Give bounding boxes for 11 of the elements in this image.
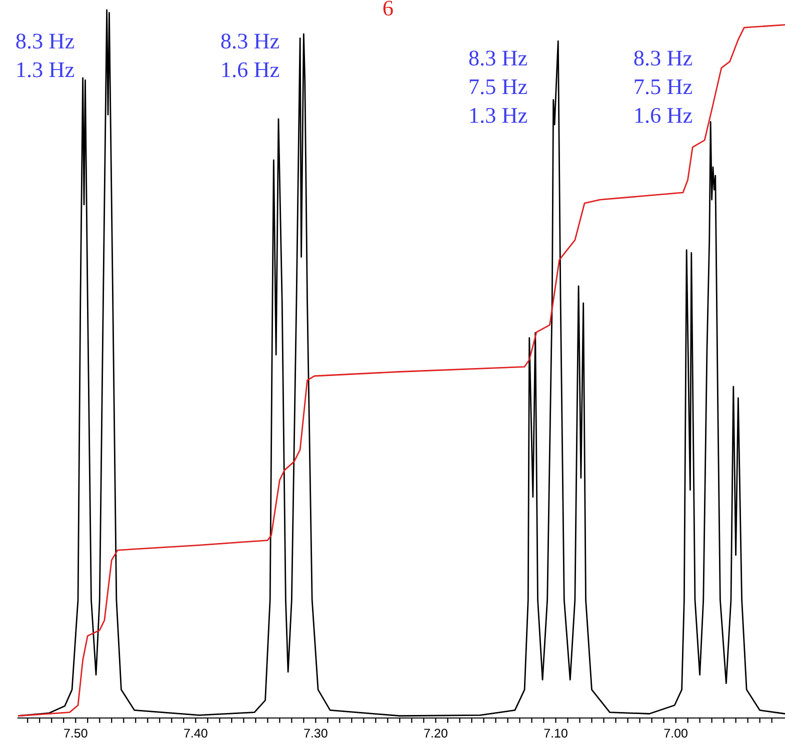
x-tick-label: 7.10 [544,728,568,738]
annotation: 8.3 Hz 7.5 Hz 1.3 Hz [469,50,528,124]
annotation: 8.3 Hz 1.3 Hz [16,34,74,78]
x-tick-label: 7.00 [664,728,688,738]
x-tick-label: 7.30 [304,728,328,738]
annotation: 8.3 Hz 7.5 Hz 1.6 Hz [634,50,692,124]
x-tick-label: 7.50 [64,728,88,738]
annotation: 6 [383,0,393,16]
x-tick-label: 7.20 [424,728,448,738]
x-tick-label: 7.40 [184,728,208,738]
annotation: 8.3 Hz 1.6 Hz [221,34,280,78]
